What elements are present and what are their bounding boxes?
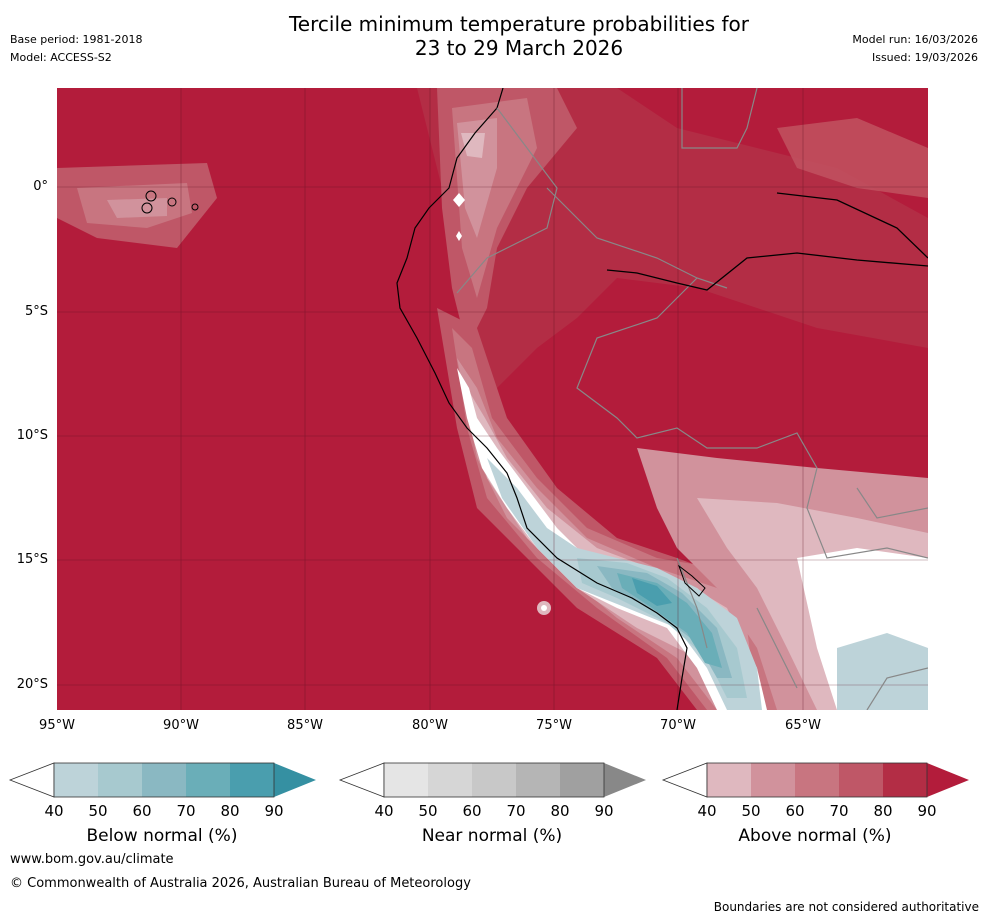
legend-tick: 40 bbox=[697, 802, 717, 820]
disclaimer: Boundaries are not considered authoritat… bbox=[713, 900, 979, 914]
model-run: Model run: 16/03/2026 bbox=[852, 33, 978, 46]
galapagos-islands bbox=[141, 190, 199, 214]
lat-label: 5°S bbox=[24, 304, 48, 319]
legend-tick: 60 bbox=[462, 802, 482, 820]
lon-label: 90°W bbox=[163, 718, 199, 733]
legend-tick: 70 bbox=[506, 802, 526, 820]
colorbar-near bbox=[338, 762, 646, 798]
colorbar-near-seg-5 bbox=[560, 763, 604, 797]
colorbar-above-seg-4 bbox=[839, 763, 883, 797]
legend-tick: 90 bbox=[594, 802, 614, 820]
title-line-2: 23 to 29 March 2026 bbox=[414, 36, 624, 60]
lake-titicaca bbox=[677, 564, 706, 597]
legend-tick: 40 bbox=[374, 802, 394, 820]
colorbar-near-seg-2 bbox=[428, 763, 472, 797]
base-period: Base period: 1981-2018 bbox=[10, 33, 143, 46]
colorbar-near-min bbox=[338, 762, 385, 798]
legend-above-normal: 40 50 60 70 80 90 Above normal (%) bbox=[661, 762, 969, 846]
galapagos-patch-50 bbox=[107, 198, 167, 218]
legend-tick: 50 bbox=[741, 802, 761, 820]
colorbar-below-seg-1 bbox=[54, 763, 98, 797]
legend-tick: 40 bbox=[44, 802, 64, 820]
colorbar-near-seg-1 bbox=[384, 763, 428, 797]
legend-tick: 50 bbox=[88, 802, 108, 820]
website-link[interactable]: www.bom.gov.au/climate bbox=[10, 852, 174, 867]
colorbar-near-seg-3 bbox=[472, 763, 516, 797]
se-below-40 bbox=[837, 633, 928, 710]
title-line-1: Tercile minimum temperature probabilitie… bbox=[288, 12, 750, 36]
lat-label: 10°S bbox=[16, 428, 48, 443]
colorbar-above-seg-5 bbox=[883, 763, 927, 797]
equator-spot bbox=[453, 193, 465, 207]
map-title: Tercile minimum temperature probabilitie… bbox=[0, 12, 988, 60]
legend-near-normal: 40 50 60 70 80 90 Near normal (%) bbox=[338, 762, 646, 846]
equator-spot-2 bbox=[456, 231, 462, 241]
above-70-band-ne bbox=[777, 118, 928, 198]
legend-tick: 70 bbox=[829, 802, 849, 820]
colorbar-above-min bbox=[661, 762, 708, 798]
lat-label: 0° bbox=[33, 179, 48, 194]
legend-label-below: Below normal (%) bbox=[86, 826, 238, 846]
legend-tick: 50 bbox=[418, 802, 438, 820]
colorbar-below-seg-3 bbox=[142, 763, 186, 797]
above-40-north bbox=[461, 133, 485, 158]
colorbar-above-seg-3 bbox=[795, 763, 839, 797]
probability-map bbox=[57, 88, 928, 710]
colorbar-below-seg-2 bbox=[98, 763, 142, 797]
grid-lines bbox=[57, 88, 928, 710]
colorbar-above-seg-1 bbox=[707, 763, 751, 797]
legend-tick: 60 bbox=[785, 802, 805, 820]
legend-tick: 90 bbox=[917, 802, 937, 820]
colorbar-above-seg-2 bbox=[751, 763, 795, 797]
colorbar-below-min bbox=[8, 762, 55, 798]
model-name: Model: ACCESS-S2 bbox=[10, 51, 112, 64]
issued-date: Issued: 19/03/2026 bbox=[871, 51, 978, 64]
colorbar-near-seg-4 bbox=[516, 763, 560, 797]
colorbar-near-max bbox=[604, 763, 646, 797]
lon-label: 70°W bbox=[660, 718, 696, 733]
legend-tick: 70 bbox=[176, 802, 196, 820]
offshore-spot-core bbox=[541, 605, 547, 611]
below-80-core bbox=[632, 578, 672, 606]
national-borders bbox=[456, 88, 928, 710]
lon-label: 65°W bbox=[785, 718, 821, 733]
legend-tick: 80 bbox=[550, 802, 570, 820]
colorbar-below bbox=[8, 762, 316, 798]
legend-tick: 90 bbox=[264, 802, 284, 820]
legend-tick: 60 bbox=[132, 802, 152, 820]
below-60-core bbox=[597, 566, 732, 678]
lat-label: 15°S bbox=[16, 552, 48, 567]
legend-below-normal: 40 50 60 70 80 90 Below normal (%) bbox=[8, 762, 316, 846]
coastline bbox=[396, 88, 688, 710]
legend-tick: 80 bbox=[220, 802, 240, 820]
lon-label: 85°W bbox=[287, 718, 323, 733]
colorbar-above bbox=[661, 762, 969, 798]
rivers bbox=[606, 192, 928, 291]
colorbar-below-seg-4 bbox=[186, 763, 230, 797]
colorbar-below-seg-5 bbox=[230, 763, 274, 797]
legend-tick: 80 bbox=[873, 802, 893, 820]
colorbar-below-max bbox=[274, 763, 316, 797]
lat-label: 20°S bbox=[16, 677, 48, 692]
lon-label: 95°W bbox=[39, 718, 75, 733]
lon-label: 75°W bbox=[536, 718, 572, 733]
lon-label: 80°W bbox=[412, 718, 448, 733]
colorbar-above-max bbox=[927, 763, 969, 797]
legend-label-near: Near normal (%) bbox=[421, 826, 563, 846]
legend-label-above: Above normal (%) bbox=[738, 826, 892, 846]
copyright: © Commonwealth of Australia 2026, Austra… bbox=[10, 876, 471, 891]
